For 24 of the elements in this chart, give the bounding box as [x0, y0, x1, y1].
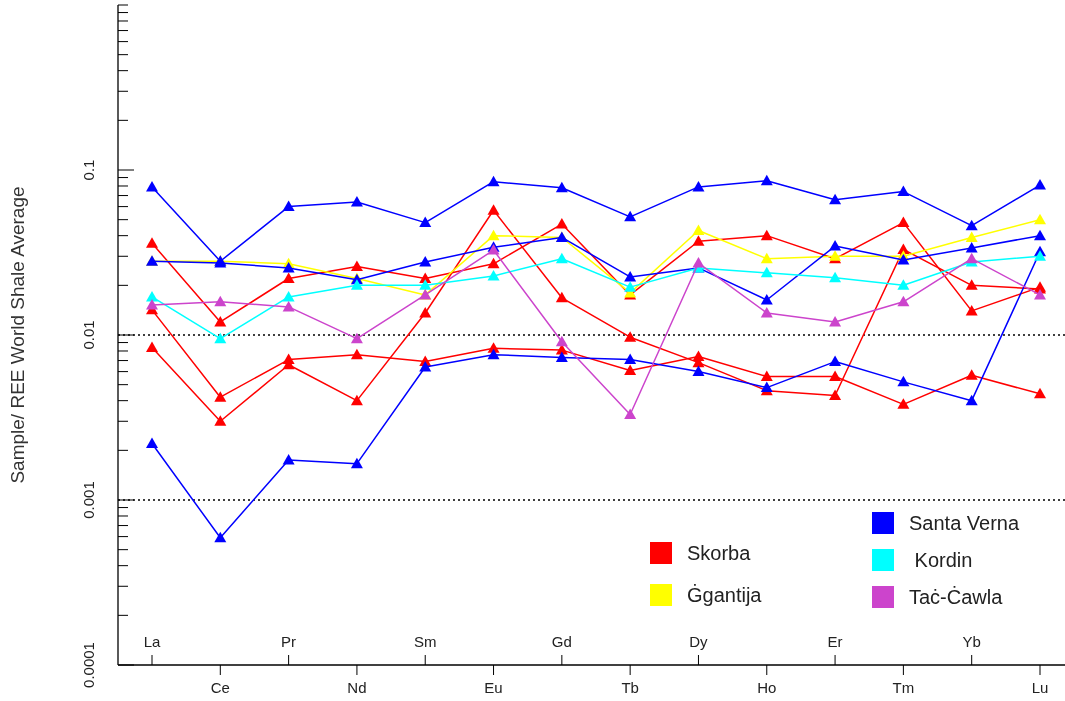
x-tick-label: Sm: [413, 633, 437, 650]
x-tick-label: Eu: [484, 679, 503, 696]
legend-label: Kordin: [909, 549, 973, 571]
legend-label: Santa Verna: [909, 512, 1020, 534]
y-tick-label: 0.01: [80, 320, 97, 350]
x-tick-label: La: [143, 633, 161, 650]
legend-label: Ġgantija: [687, 584, 763, 606]
y-axis-title: Sample/ REE World Shale Average: [7, 186, 28, 484]
legend-label: Skorba: [687, 542, 752, 564]
x-tick-label: Er: [827, 633, 843, 650]
x-tick-label: Tb: [621, 679, 639, 696]
x-tick-label: Lu: [1031, 679, 1049, 696]
y-tick-label: 0.0001: [80, 642, 97, 688]
x-tick-label: Ce: [210, 679, 230, 696]
x-tick-label: Dy: [689, 633, 709, 650]
y-tick-label: 0.1: [80, 159, 97, 181]
x-tick-label: Gd: [551, 633, 572, 650]
y-tick-label: 0.001: [80, 481, 97, 519]
x-tick-label: Pr: [281, 633, 297, 650]
x-tick-label: Yb: [962, 633, 981, 650]
x-tick-label: Ho: [757, 679, 777, 696]
x-tick-label: Nd: [347, 679, 367, 696]
x-tick-label: Tm: [892, 679, 915, 696]
legend-label: Taċ-Ċawla: [909, 586, 1004, 608]
